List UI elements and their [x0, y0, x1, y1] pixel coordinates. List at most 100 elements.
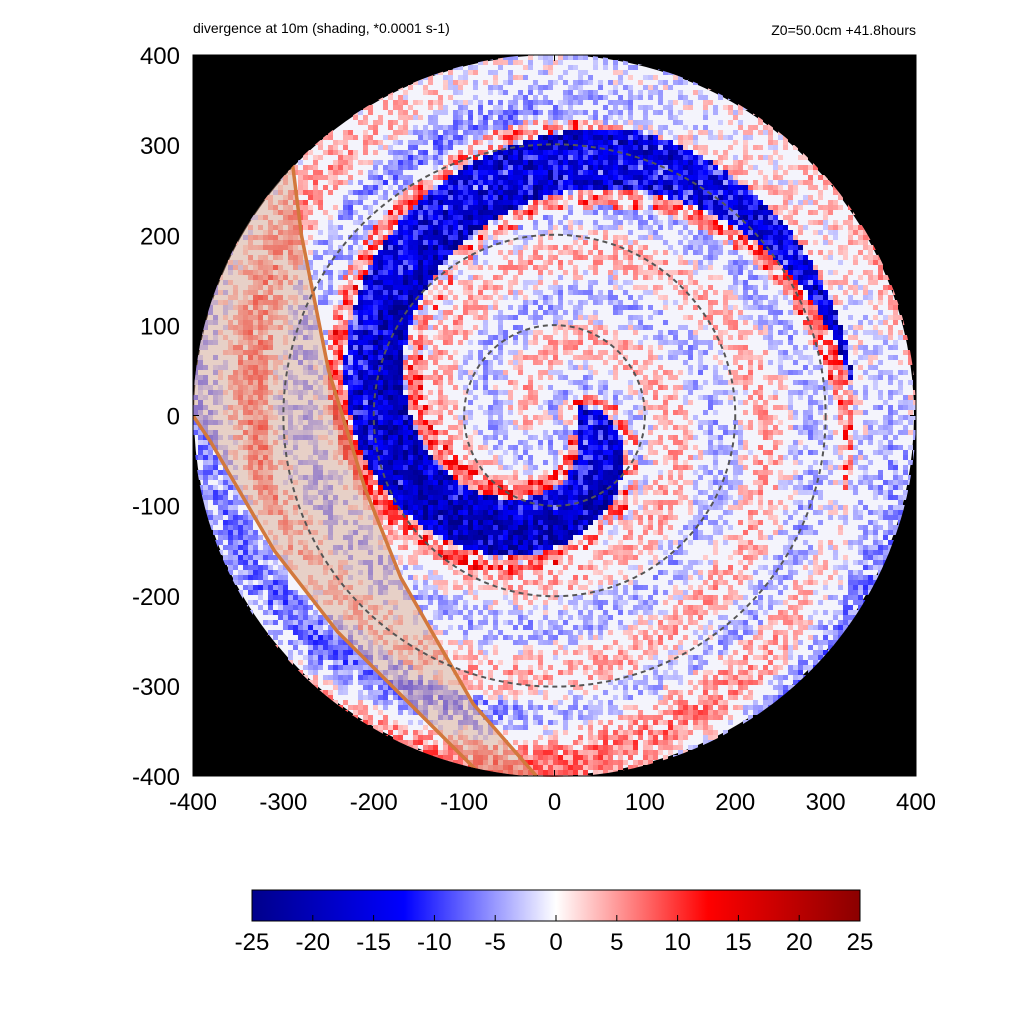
field-cell: [843, 250, 848, 255]
field-cell: [493, 395, 498, 400]
field-cell: [628, 380, 633, 385]
field-cell: [753, 295, 758, 300]
field-cell: [683, 380, 688, 385]
field-cell: [688, 220, 693, 225]
field-cell: [558, 325, 563, 330]
field-cell: [633, 205, 638, 210]
field-cell: [278, 225, 283, 230]
field-cell: [683, 290, 688, 295]
field-cell: [498, 120, 503, 125]
field-cell: [698, 385, 703, 390]
field-cell: [578, 300, 583, 305]
field-cell: [368, 335, 373, 340]
field-cell: [638, 340, 643, 345]
field-cell: [473, 260, 478, 265]
field-cell: [303, 295, 308, 300]
field-cell: [733, 285, 738, 290]
field-cell: [488, 125, 493, 130]
field-cell: [643, 185, 648, 190]
field-cell: [653, 290, 658, 295]
field-cell: [553, 390, 558, 395]
field-cell: [368, 375, 373, 380]
field-cell: [823, 355, 828, 360]
field-cell: [628, 185, 633, 190]
field-cell: [468, 65, 473, 70]
field-cell: [348, 160, 353, 165]
field-cell: [783, 285, 788, 290]
field-cell: [348, 210, 353, 215]
field-cell: [393, 100, 398, 105]
field-cell: [358, 215, 363, 220]
field-cell: [353, 345, 358, 350]
field-cell: [708, 260, 713, 265]
field-cell: [773, 315, 778, 320]
field-cell: [423, 365, 428, 370]
field-cell: [613, 395, 618, 400]
field-cell: [563, 165, 568, 170]
field-cell: [658, 270, 663, 275]
field-cell: [588, 350, 593, 355]
field-cell: [338, 380, 343, 385]
field-cell: [433, 270, 438, 275]
field-cell: [318, 295, 323, 300]
field-cell: [898, 385, 903, 390]
field-cell: [883, 320, 888, 325]
field-cell: [628, 75, 633, 80]
field-cell: [218, 395, 223, 400]
field-cell: [428, 90, 433, 95]
field-cell: [698, 225, 703, 230]
field-cell: [398, 265, 403, 270]
field-cell: [398, 300, 403, 305]
field-cell: [318, 155, 323, 160]
field-cell: [568, 100, 573, 105]
field-cell: [573, 395, 578, 400]
field-cell: [828, 350, 833, 355]
field-cell: [768, 240, 773, 245]
field-cell: [298, 160, 303, 165]
field-cell: [743, 145, 748, 150]
field-cell: [603, 165, 608, 170]
field-cell: [378, 140, 383, 145]
field-cell: [233, 315, 238, 320]
field-cell: [663, 125, 668, 130]
field-cell: [598, 120, 603, 125]
field-cell: [323, 135, 328, 140]
field-cell: [223, 325, 228, 330]
field-cell: [733, 320, 738, 325]
field-cell: [293, 170, 298, 175]
field-cell: [668, 215, 673, 220]
field-cell: [463, 235, 468, 240]
field-cell: [723, 170, 728, 175]
field-cell: [518, 305, 523, 310]
field-cell: [593, 240, 598, 245]
field-cell: [728, 260, 733, 265]
field-cell: [343, 360, 348, 365]
field-cell: [553, 345, 558, 350]
field-cell: [503, 375, 508, 380]
field-cell: [533, 195, 538, 200]
field-cell: [378, 270, 383, 275]
field-cell: [403, 205, 408, 210]
field-cell: [578, 195, 583, 200]
field-cell: [718, 340, 723, 345]
field-cell: [568, 245, 573, 250]
field-cell: [273, 190, 278, 195]
field-cell: [688, 175, 693, 180]
field-cell: [713, 290, 718, 295]
field-cell: [433, 225, 438, 230]
field-cell: [488, 360, 493, 365]
field-cell: [378, 370, 383, 375]
field-cell: [263, 270, 268, 275]
field-cell: [378, 315, 383, 320]
field-cell: [878, 300, 883, 305]
field-cell: [313, 170, 318, 175]
field-cell: [818, 205, 823, 210]
field-cell: [563, 70, 568, 75]
field-cell: [263, 310, 268, 315]
field-cell: [533, 170, 538, 175]
field-cell: [563, 115, 568, 120]
field-cell: [683, 250, 688, 255]
field-cell: [828, 395, 833, 400]
field-cell: [288, 370, 293, 375]
field-cell: [713, 335, 718, 340]
